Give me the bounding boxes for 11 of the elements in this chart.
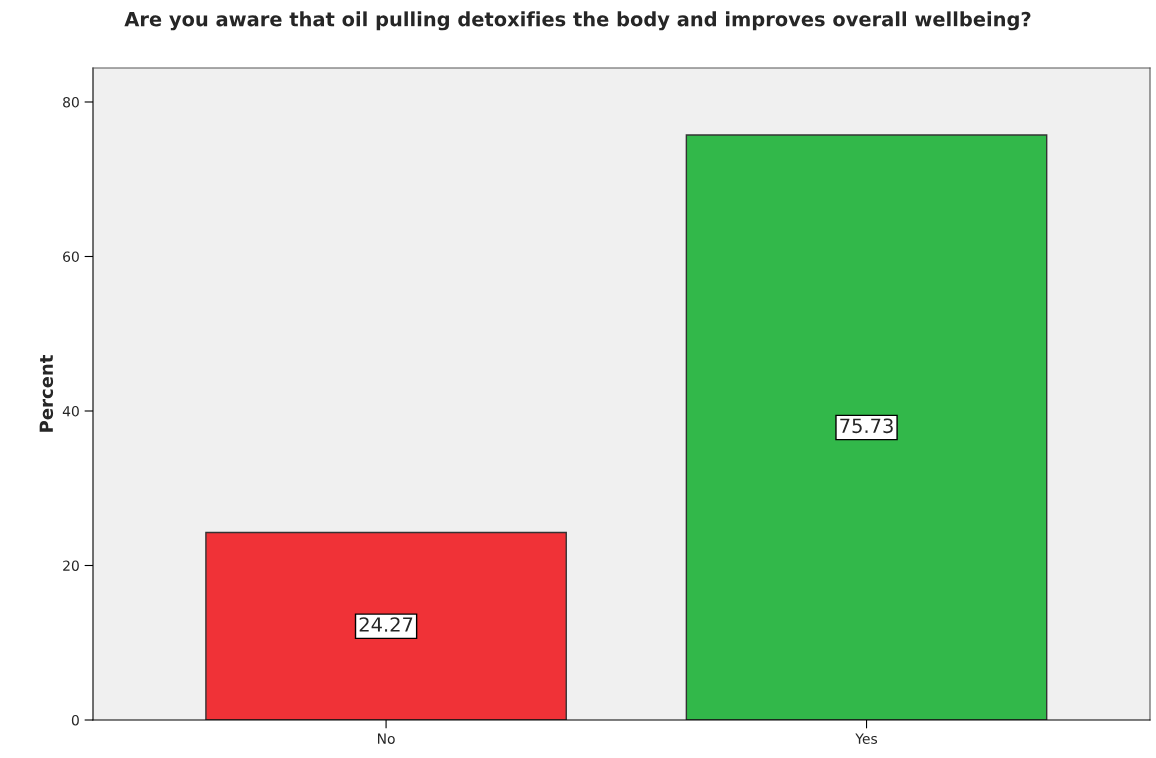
y-tick-label: 80 (63, 96, 79, 108)
y-axis-title: Percent (39, 355, 54, 432)
chart-title: Are you aware that oil pulling detoxifies the body and improves overall wellbeing? (124, 11, 1031, 31)
y-tick-label: 20 (63, 560, 79, 571)
y-tick-label: 60 (63, 251, 79, 262)
x-tick-label: Yes (855, 733, 878, 744)
x-tick-label: No (378, 733, 395, 744)
data-label: 24.27 (359, 617, 413, 632)
y-tick-label: 40 (62, 405, 79, 417)
y-tick-label: 0 (71, 714, 79, 726)
data-label: 75.73 (840, 418, 893, 434)
